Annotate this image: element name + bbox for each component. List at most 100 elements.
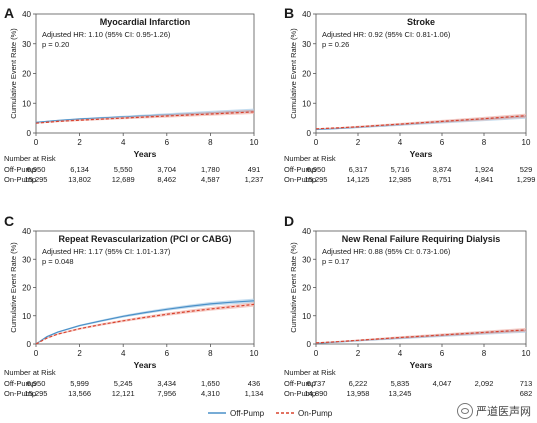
x-tick-label: 4 [398,349,403,358]
annotation-line: p = 0.26 [322,40,349,49]
watermark-text: 严道医声网 [476,405,531,418]
watermark: 严道医声网 [457,403,531,419]
x-tick-label: 2 [356,349,361,358]
risk-value: 1,780 [201,165,220,174]
series-line [35,303,255,345]
risk-value: 4,587 [201,175,220,184]
x-tick-label: 0 [34,138,39,147]
risk-value: 8,751 [433,175,452,184]
panel-b: B Stroke Adjusted HR: 0.92 (95% CI: 0.81-1… [284,5,535,184]
x-tick-label: 0 [314,138,319,147]
y-tick-label: 30 [302,40,311,49]
risk-value: 15,295 [305,175,328,184]
confidence-band [36,302,254,344]
annotation-line: p = 0.17 [322,257,349,266]
panel-c: C Repeat Revascularization (PCI or CABG) A… [4,213,263,398]
risk-value: 7,956 [157,389,176,398]
risk-row-label: Off-Pump [4,379,36,388]
y-axis-label: Cumulative Event Rate (%) [289,28,298,119]
risk-value: 4,047 [433,379,452,388]
series-line [315,115,527,130]
y-tick-label: 0 [27,340,32,349]
risk-value: 6,950 [27,379,46,388]
risk-value: 6,134 [70,165,89,174]
annotation-line: p = 0.048 [42,257,74,266]
risk-value: 4,841 [475,175,494,184]
x-tick-label: 8 [208,349,213,358]
y-tick-label: 20 [22,70,31,79]
risk-value: 3,434 [157,379,176,388]
x-tick-label: 0 [314,349,319,358]
risk-value: 13,958 [347,389,370,398]
series-line [35,111,255,124]
x-tick-label: 10 [522,138,531,147]
risk-value: 5,245 [114,379,133,388]
risk-value: 14,890 [305,389,328,398]
confidence-band [316,113,526,130]
risk-value: 5,550 [114,165,133,174]
risk-value: 1,924 [475,165,494,174]
x-tick-label: 8 [208,138,213,147]
annotation-line: p = 0.20 [42,40,69,49]
risk-value: 6,222 [349,379,368,388]
risk-value: 3,874 [433,165,452,174]
x-tick-label: 2 [77,349,82,358]
risk-value: 529 [520,165,533,174]
x-tick-label: 2 [77,138,82,147]
x-axis-label: Years [410,360,433,370]
risk-value: 1,134 [245,389,264,398]
panel-letter: A [4,5,14,21]
series-line [315,329,527,344]
risk-table-title: Number at Risk [4,368,56,377]
confidence-band [36,109,254,124]
risk-row-label: On-Pump [4,389,36,398]
y-tick-label: 0 [27,129,32,138]
risk-value: 6,950 [307,165,326,174]
legend-off-pump-label: Off-Pump [230,409,265,418]
x-tick-label: 6 [165,349,170,358]
risk-value: 5,999 [70,379,89,388]
x-tick-label: 4 [121,349,126,358]
annotation-line: Adjusted HR: 0.88 (95% CI: 0.73-1.06) [322,247,451,256]
y-tick-label: 0 [307,340,312,349]
risk-table-title: Number at Risk [284,368,336,377]
y-tick-label: 40 [22,227,31,236]
x-tick-label: 2 [356,138,361,147]
chart-title: Stroke [407,17,435,27]
x-axis-label: Years [134,360,157,370]
risk-value: 15,295 [25,175,48,184]
risk-value: 8,462 [157,175,176,184]
chart-title: Myocardial Infarction [100,17,191,27]
x-tick-label: 8 [482,349,487,358]
y-tick-label: 40 [302,10,311,19]
risk-value: 13,566 [68,389,91,398]
y-tick-label: 20 [22,284,31,293]
y-tick-label: 30 [22,255,31,264]
risk-value: 1,237 [245,175,264,184]
y-tick-label: 10 [302,99,311,108]
confidence-band [36,298,254,344]
risk-value: 6,737 [307,379,326,388]
risk-value: 12,689 [112,175,135,184]
annotation-line: Adjusted HR: 1.17 (95% CI: 1.01-1.37) [42,247,171,256]
annotation-line: Adjusted HR: 1.10 (95% CI: 0.95-1.26) [42,30,171,39]
x-tick-label: 10 [250,138,259,147]
y-tick-label: 10 [22,99,31,108]
x-axis-label: Years [410,149,433,159]
annotation-line: Adjusted HR: 0.92 (95% CI: 0.81-1.06) [322,30,451,39]
y-axis-label: Cumulative Event Rate (%) [9,242,18,333]
y-tick-label: 30 [302,255,311,264]
risk-value: 6,950 [27,165,46,174]
chart-title: New Renal Failure Requiring Dialysis [342,234,501,244]
panel-letter: C [4,213,14,229]
x-tick-label: 10 [522,349,531,358]
risk-value: 4,310 [201,389,220,398]
risk-row-label: On-Pump [284,389,316,398]
legend: Off-Pump On-Pump [208,409,333,418]
risk-value: 436 [248,379,261,388]
chart-title: Repeat Revascularization (PCI or CABG) [58,234,231,244]
x-tick-label: 6 [165,138,170,147]
risk-row-label: On-Pump [4,175,36,184]
panel-letter: B [284,5,294,21]
